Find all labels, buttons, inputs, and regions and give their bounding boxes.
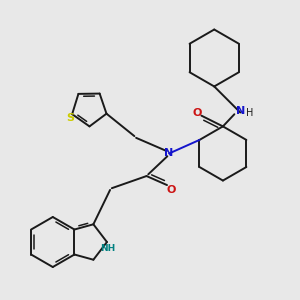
Text: NH: NH	[100, 244, 115, 253]
Text: N: N	[236, 106, 245, 116]
Text: O: O	[166, 185, 176, 195]
Text: H: H	[246, 107, 253, 118]
Text: N: N	[164, 148, 174, 158]
Text: S: S	[66, 113, 74, 123]
Text: O: O	[192, 107, 202, 118]
